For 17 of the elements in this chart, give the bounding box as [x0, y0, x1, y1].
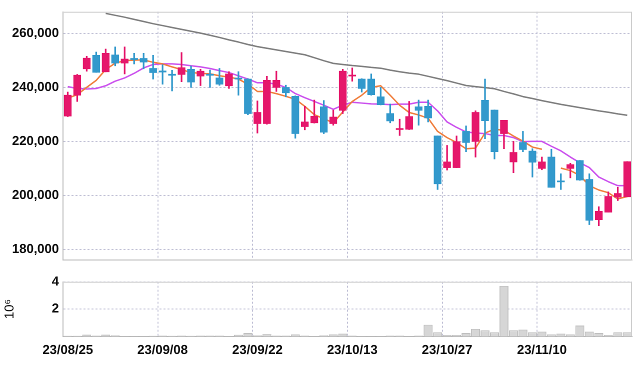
- y-tick-label: 4: [52, 273, 60, 288]
- candlestick: [206, 70, 214, 88]
- x-tick-label: 23/11/10: [516, 342, 567, 357]
- x-tick-label: 23/10/27: [422, 342, 472, 357]
- y-tick-label: 220,000: [12, 132, 59, 148]
- x-tick-label: 23/09/08: [137, 342, 188, 357]
- y-tick-label: 2: [52, 300, 59, 316]
- x-tick-label: 23/09/22: [232, 342, 283, 357]
- x-tick-label: 23/10/13: [326, 342, 378, 357]
- y-tick-label: 240,000: [12, 78, 59, 94]
- y-tick-label: 260,000: [12, 24, 59, 40]
- x-tick-label: 23/08/25: [42, 342, 94, 357]
- y-tick-label: 180,000: [12, 240, 59, 256]
- y-axis-title: 10⁶: [1, 299, 16, 320]
- candlestick: [168, 70, 176, 92]
- candlestick: [178, 52, 186, 82]
- y-tick-label: 200,000: [12, 186, 59, 202]
